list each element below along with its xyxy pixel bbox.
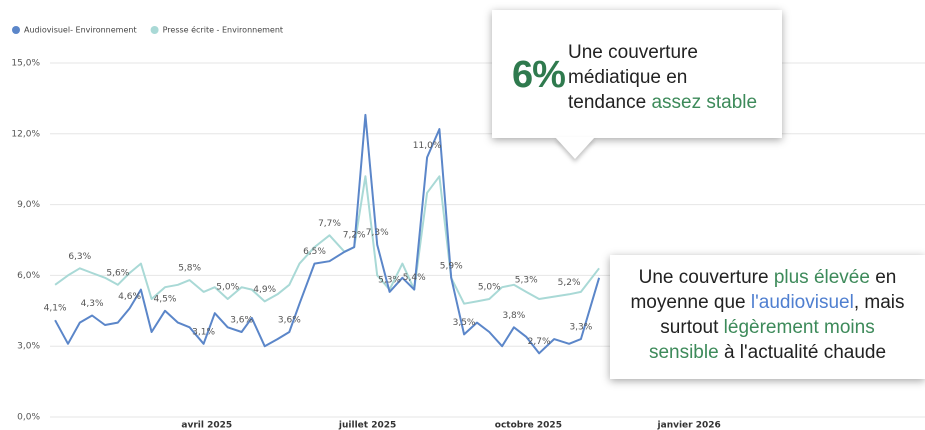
y-tick-label: 12,0% [11,129,40,139]
data-label: 5,0% [216,283,239,293]
legend-swatch [12,26,20,34]
line: Une couverture [568,40,757,65]
data-label: 4,1% [44,304,67,314]
data-label: 7,7% [318,219,341,229]
data-label: 3,1% [192,327,215,337]
x-tick-label: juillet 2025 [338,421,396,430]
data-label: 2,7% [528,337,551,347]
pointer [555,137,595,159]
series-line [54,175,600,305]
text: moyenne que [630,292,751,313]
data-label: 5,4% [403,273,426,283]
data-label: 5,9% [440,261,463,271]
data-label: 5,6% [106,268,129,278]
y-tick-label: 9,0% [17,200,40,210]
text: , mais [853,292,905,313]
highlight: assez stable [651,92,758,113]
line: tendance assez stable [568,90,757,115]
data-label: 4,5% [154,294,177,304]
x-tick-label: avril 2025 [181,421,232,430]
data-label: 4,9% [253,285,276,295]
x-tick-label: octobre 2025 [495,421,562,430]
data-label: 4,3% [81,299,104,309]
data-label: 3,6% [230,316,253,326]
highlight: l'audiovisuel [750,292,854,313]
line: Une couverture plus élevée en [610,265,925,290]
text: à l'actualité chaude [718,342,887,363]
data-label: 3,6% [278,316,301,326]
data-label: 7,2% [343,231,366,241]
text: surtout [660,317,724,338]
text: en [869,267,897,288]
y-tick-label: 15,0% [11,59,40,69]
highlight: légèrement moins [723,317,875,338]
legend-label: Presse écrite - Environnement [163,25,283,35]
x-tick-label: janvier 2026 [657,421,721,430]
data-label: 6,5% [303,247,326,257]
data-label: 4,6% [118,292,141,302]
data-label: 5,3% [515,275,538,285]
data-label: 5,8% [178,264,201,274]
legend-label: Audiovisuel- Environnement [24,26,137,35]
data-label: 5,0% [478,283,501,293]
data-label: 11,0% [413,141,442,151]
y-tick-label: 0,0% [17,413,40,423]
line: médiatique en [568,65,757,90]
series-line [54,113,601,355]
annotation-text: Une couverture médiatique en tendance as… [568,40,757,115]
annotation-box: 6% Une couverture médiatique en tendance… [492,10,782,138]
text: Une couverture [638,267,774,288]
data-label: 7,3% [366,228,389,238]
legend-swatch [150,26,159,34]
data-label: 6,3% [68,252,91,262]
line: surtout légèrement moins [610,315,925,340]
annotation-box: Une couverture plus élevée en moyenne qu… [610,255,925,379]
data-label: 5,3% [378,275,401,285]
highlight: sensible [648,342,719,363]
data-label: 3,8% [502,311,525,321]
annotation-text: Une couverture plus élevée en moyenne qu… [610,265,925,365]
annotation-big: 6% [512,54,566,96]
line: moyenne que l'audiovisuel, mais [610,290,925,315]
data-label: 3,5% [453,318,476,328]
text: tendance [568,92,652,113]
y-tick-label: 3,0% [17,342,40,352]
text: médiatique en [568,67,688,88]
y-tick-label: 6,0% [17,271,40,281]
line: sensible à l'actualité chaude [610,340,925,365]
data-label: 5,2% [558,278,581,288]
highlight: plus élevée [773,267,870,288]
data-label: 3,3% [569,323,592,333]
text: Une couverture [568,42,698,63]
